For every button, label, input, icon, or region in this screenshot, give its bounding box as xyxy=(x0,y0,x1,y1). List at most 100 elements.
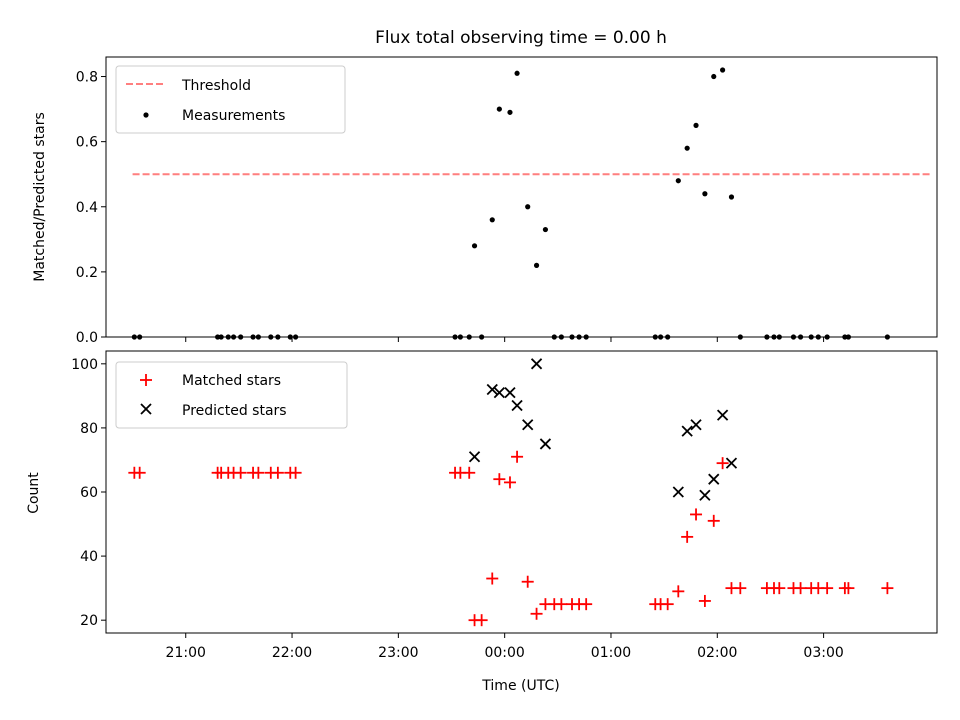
measurement-point xyxy=(693,122,699,128)
measurement-point xyxy=(218,334,224,340)
x-tick-label: 23:00 xyxy=(378,645,418,661)
matched-point xyxy=(842,582,855,595)
matched-point xyxy=(271,466,284,479)
matched-point xyxy=(681,530,694,543)
measurement-point xyxy=(471,243,478,249)
measurement-point xyxy=(533,262,540,268)
measurement-point xyxy=(884,334,890,340)
y-tick-label: 20 xyxy=(80,613,98,629)
bottom-legend-box xyxy=(115,361,348,429)
measurement-point xyxy=(558,334,564,340)
measurement-point xyxy=(466,334,472,340)
predicted-point xyxy=(539,438,552,450)
legend-measurements-swatch xyxy=(143,112,149,118)
measurement-point xyxy=(684,145,690,151)
predicted-point xyxy=(504,387,516,399)
y-tick-label: 60 xyxy=(80,485,98,501)
matched-point xyxy=(511,450,524,463)
predicted-point xyxy=(486,383,498,396)
measurement-point xyxy=(131,334,137,340)
measurement-point xyxy=(652,334,658,340)
top-y-axis-label: Matched/Predicted stars xyxy=(32,112,48,282)
bottom-y-axis-label: Count xyxy=(26,472,42,514)
measurement-point xyxy=(238,334,244,340)
measurement-point xyxy=(525,204,531,210)
y-tick-label: 100 xyxy=(71,357,98,373)
legend-matched-swatch xyxy=(140,374,152,386)
matched-point xyxy=(252,466,265,479)
predicted-point xyxy=(681,425,693,437)
matched-point xyxy=(555,598,568,611)
matched-point xyxy=(289,466,302,479)
measurement-point xyxy=(250,334,256,340)
measurement-point xyxy=(268,334,274,340)
measurement-point xyxy=(452,334,458,340)
x-tick-label: 01:00 xyxy=(591,645,631,661)
top-y-axis: 0.0 0.2 0.4 0.6 0.8 xyxy=(76,70,106,346)
legend-matched-label: Matched stars xyxy=(182,373,281,389)
measurement-point xyxy=(583,334,589,340)
measurement-point xyxy=(790,334,797,340)
top-x-axis xyxy=(185,337,825,342)
measurement-point xyxy=(137,334,143,340)
matched-point xyxy=(530,607,543,620)
predicted-point xyxy=(708,473,720,485)
y-tick-label: 0.2 xyxy=(76,265,98,281)
matched-point xyxy=(234,466,247,479)
measurement-point xyxy=(675,178,681,184)
measurement-point xyxy=(489,217,495,223)
legend-measurements-label: Measurements xyxy=(182,108,285,124)
measurement-point xyxy=(815,334,821,340)
legend-threshold-label: Threshold xyxy=(181,78,251,94)
y-tick-label: 0.4 xyxy=(76,200,98,216)
matched-point xyxy=(475,614,488,627)
top-marks xyxy=(131,67,930,340)
measurement-point xyxy=(287,334,293,340)
measurement-point xyxy=(737,334,743,340)
x-tick-label: 02:00 xyxy=(697,645,737,661)
predicted-point xyxy=(699,489,711,501)
legend-predicted-swatch xyxy=(140,403,152,415)
matched-point xyxy=(698,594,711,607)
matched-point xyxy=(661,598,674,611)
matched-point xyxy=(493,473,506,486)
predicted-point xyxy=(511,399,523,412)
x-tick-label: 00:00 xyxy=(484,645,524,661)
measurement-point xyxy=(551,334,557,340)
predicted-point xyxy=(493,387,505,399)
x-tick-label: 22:00 xyxy=(272,645,312,661)
chart-title: Flux total observing time = 0.00 h xyxy=(375,28,667,48)
measurement-point xyxy=(711,73,717,80)
measurement-point xyxy=(824,334,830,340)
measurement-point xyxy=(275,334,281,340)
measurement-point xyxy=(764,334,770,340)
x-axis-label: Time (UTC) xyxy=(481,678,559,694)
measurement-point xyxy=(514,70,520,76)
predicted-point xyxy=(672,486,684,498)
matched-point xyxy=(503,476,516,489)
predicted-point xyxy=(725,457,738,469)
matched-point xyxy=(716,457,729,470)
y-tick-label: 80 xyxy=(80,421,98,437)
bottom-panel: 20 40 60 80 100 21:00 22:00 23:00 00:00 01:00 02:… xyxy=(26,350,938,694)
top-panel: 0.00.20.40.60.8 Matched/Predicted stars … xyxy=(32,56,938,346)
bottom-x-axis: 21:00 22:00 23:00 00:00 01:00 02:00 03:00 xyxy=(166,633,844,661)
measurement-point xyxy=(225,334,231,340)
measurement-point xyxy=(542,226,549,233)
predicted-point xyxy=(716,409,729,421)
measurement-point xyxy=(702,191,708,197)
y-tick-label: 0.8 xyxy=(76,70,98,86)
measurement-point xyxy=(230,334,237,340)
predicted-point xyxy=(468,451,481,463)
matched-point xyxy=(821,582,834,595)
measurement-point xyxy=(771,334,777,340)
x-tick-label: 21:00 xyxy=(166,645,206,661)
measurement-point xyxy=(507,109,513,115)
matched-point xyxy=(463,466,476,479)
measurement-point xyxy=(665,334,671,340)
measurement-point xyxy=(457,334,463,340)
x-tick-label: 03:00 xyxy=(803,645,843,661)
top-legend-box xyxy=(115,65,346,134)
matched-point xyxy=(707,514,720,527)
